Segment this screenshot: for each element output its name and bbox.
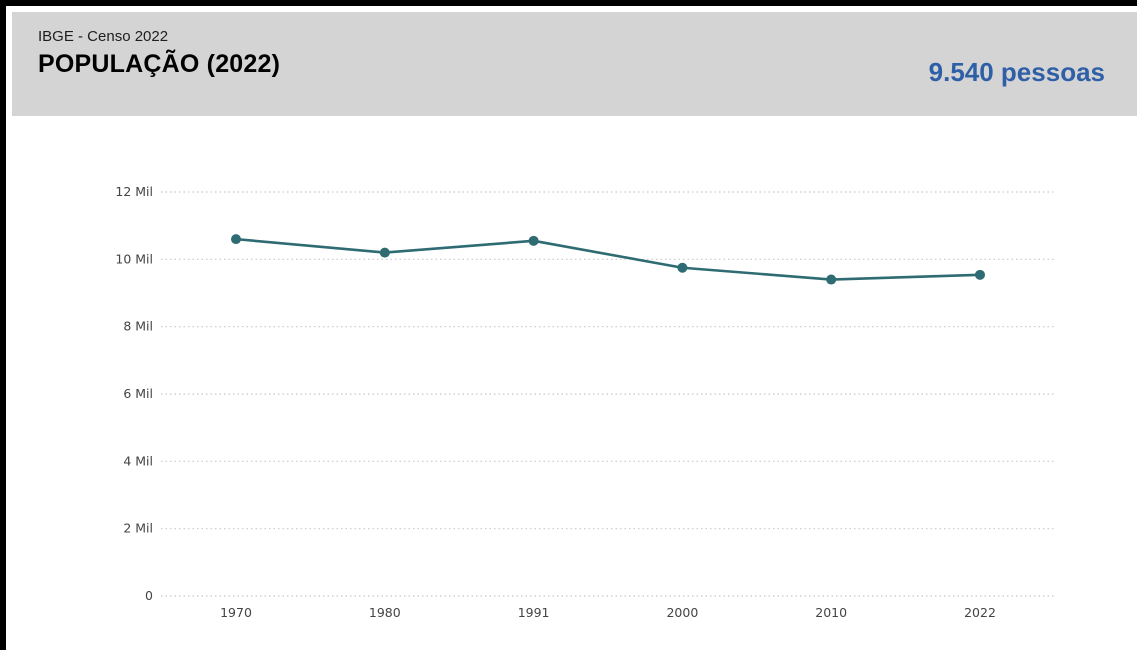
y-tick-label: 6 Mil [123,386,153,401]
y-tick-label: 4 Mil [123,453,153,468]
y-tick-label: 8 Mil [123,319,153,334]
series-points-layer [231,234,985,285]
data-point[interactable] [379,247,390,258]
grid-lines [161,191,1054,597]
headline-population-value: 9.540 pessoas [928,57,1105,87]
x-tick-label: 1970 [220,605,252,620]
x-tick-label: 2022 [964,605,996,620]
series-line [235,237,981,281]
y-tick-label: 10 Mil [115,251,153,266]
series-line-layer [235,237,981,281]
y-tick-label: 12 Mil [115,184,153,199]
x-tick-label: 1980 [369,605,401,620]
data-point[interactable] [528,235,539,246]
header-bar [12,12,1137,116]
x-tick-label: 2010 [815,605,847,620]
x-tick-label: 1991 [518,605,550,620]
y-tick-label: 2 Mil [123,521,153,536]
y-axis-ticks: 0 2 Mil 4 Mil 6 Mil 8 Mil 10 Mil 12 Mil [115,184,153,603]
y-tick-label: 0 [145,588,153,603]
page-title: POPULAÇÃO (2022) [38,50,281,78]
data-point[interactable] [826,274,837,285]
data-point[interactable] [975,269,985,280]
data-point[interactable] [677,262,688,273]
data-point[interactable] [231,234,241,245]
source-label: IBGE - Censo 2022 [38,28,169,45]
x-axis-ticks: 1970 1980 1991 2000 2010 2022 [220,605,996,620]
x-tick-label: 2000 [666,605,698,620]
